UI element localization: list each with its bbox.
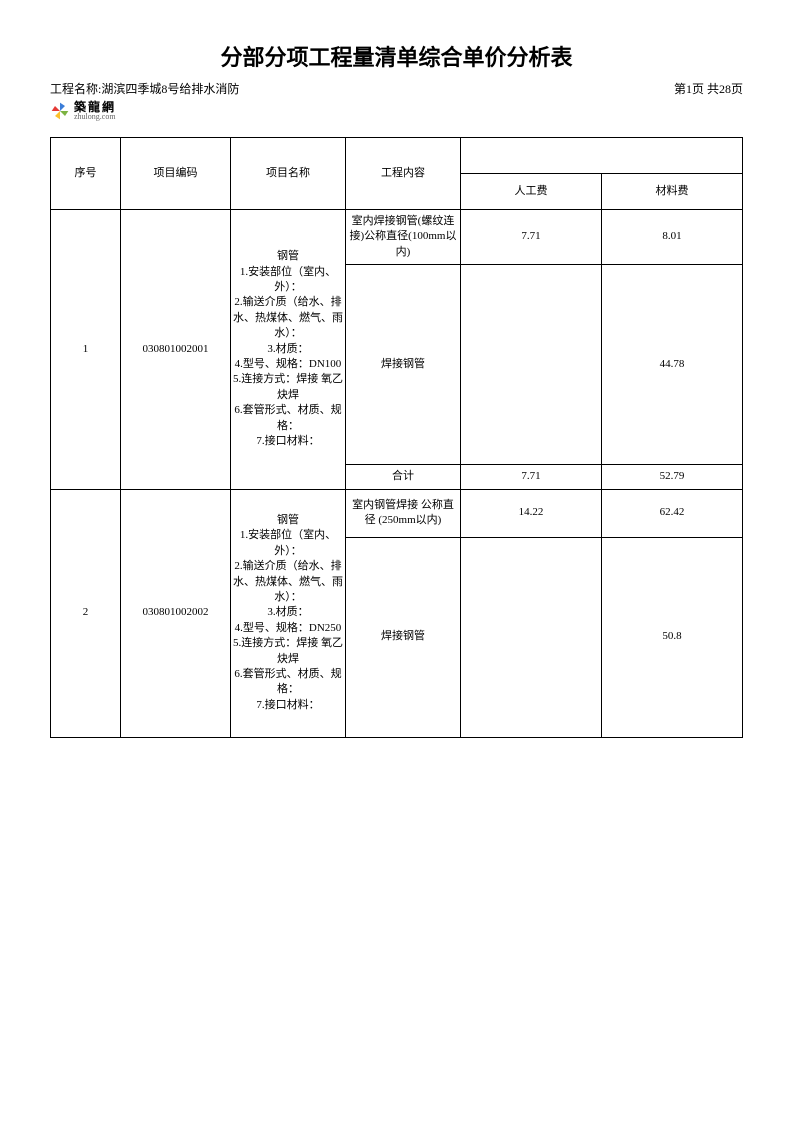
cell-content: 室内钢管焊接 公称直径 (250mm以内) <box>346 489 461 537</box>
page-title: 分部分项工程量清单综合单价分析表 <box>50 40 743 72</box>
header-group <box>461 138 743 174</box>
cell-material: 52.79 <box>602 465 743 489</box>
price-analysis-table: 序号 项目编码 项目名称 工程内容 人工费 材料费 1 030801002001… <box>50 137 743 738</box>
cell-code: 030801002002 <box>121 489 231 737</box>
cell-labor: 7.71 <box>461 210 602 265</box>
cell-code: 030801002001 <box>121 210 231 490</box>
cell-name: 钢管 1.安装部位（室内、外）： 2.输送介质（给水、排水、热煤体、燃气、雨水）… <box>231 210 346 490</box>
cell-labor <box>461 537 602 737</box>
cell-name: 钢管 1.安装部位（室内、外）： 2.输送介质（给水、排水、热煤体、燃气、雨水）… <box>231 489 346 737</box>
cell-labor: 14.22 <box>461 489 602 537</box>
page-number: 第1页 共28页 <box>674 80 743 97</box>
cell-labor <box>461 265 602 465</box>
pinwheel-icon <box>50 101 70 121</box>
project-name: 湖滨四季城8号给排水消防 <box>101 82 239 96</box>
cell-content: 焊接钢管 <box>346 265 461 465</box>
project-info: 工程名称:湖滨四季城8号给排水消防 <box>50 80 239 97</box>
cell-content: 焊接钢管 <box>346 537 461 737</box>
header-seq: 序号 <box>51 138 121 210</box>
header-name: 项目名称 <box>231 138 346 210</box>
header-content: 工程内容 <box>346 138 461 210</box>
logo-en: zhulong.com <box>74 113 116 121</box>
site-logo: 築龍網 zhulong.com <box>50 101 743 121</box>
logo-text: 築龍網 zhulong.com <box>74 101 116 121</box>
cell-seq: 1 <box>51 210 121 490</box>
cell-material: 50.8 <box>602 537 743 737</box>
cell-seq: 2 <box>51 489 121 737</box>
cell-content: 室内焊接钢管(螺纹连接)公称直径(100mm以内) <box>346 210 461 265</box>
header-code: 项目编码 <box>121 138 231 210</box>
cell-content: 合计 <box>346 465 461 489</box>
cell-material: 8.01 <box>602 210 743 265</box>
header-material: 材料费 <box>602 174 743 210</box>
header-row: 工程名称:湖滨四季城8号给排水消防 第1页 共28页 <box>50 80 743 97</box>
cell-material: 62.42 <box>602 489 743 537</box>
header-labor: 人工费 <box>461 174 602 210</box>
cell-labor: 7.71 <box>461 465 602 489</box>
cell-material: 44.78 <box>602 265 743 465</box>
project-label: 工程名称: <box>50 82 101 96</box>
